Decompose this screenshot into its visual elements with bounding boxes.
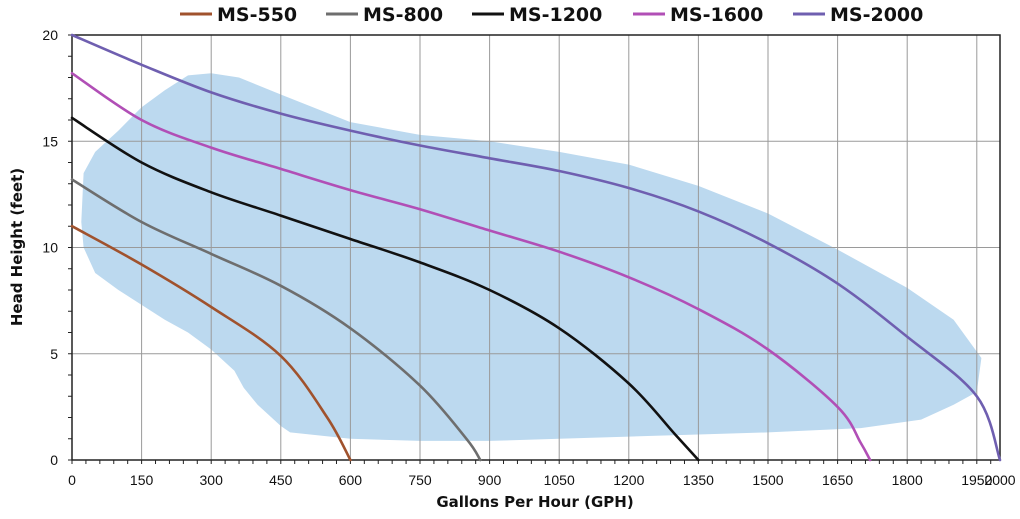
legend-item-ms-2000: MS-2000 <box>793 4 923 26</box>
x-axis-title: Gallons Per Hour (GPH) <box>436 493 633 511</box>
x-tick-label: 900 <box>478 472 502 488</box>
x-tick-label: 1500 <box>752 472 783 488</box>
legend-item-ms-800: MS-800 <box>326 4 443 26</box>
x-tick-label: 1950 <box>961 472 992 488</box>
y-axis-ticks: 0 5 10 15 20 <box>42 27 72 468</box>
legend-label: MS-550 <box>217 4 297 26</box>
x-tick-label: 1800 <box>892 472 923 488</box>
x-tick-label: 0 <box>68 472 76 488</box>
series-line-ms-2000 <box>70 33 1002 462</box>
x-tick-label: 600 <box>339 472 363 488</box>
y-tick-label: 15 <box>42 133 58 149</box>
legend-item-ms-550: MS-550 <box>180 4 297 26</box>
y-tick-label: 10 <box>42 240 58 256</box>
series-line-ms-1600 <box>70 72 872 462</box>
legend-label: MS-1600 <box>670 4 763 26</box>
series-lines <box>70 33 1002 462</box>
shaded-region <box>81 73 982 441</box>
series-line-ms-800 <box>70 178 482 462</box>
legend: MS-550 MS-800 MS-1200 MS-1600 MS-2000 <box>180 4 923 26</box>
y-tick-label: 0 <box>50 452 58 468</box>
x-tick-label: 150 <box>130 472 154 488</box>
x-tick-label: 1650 <box>822 472 853 488</box>
y-axis-title: Head Height (feet) <box>8 168 26 326</box>
series-line-ms-1200 <box>70 116 700 462</box>
x-tick-label: 1050 <box>544 472 575 488</box>
x-tick-label: 2000 <box>984 472 1015 488</box>
legend-label: MS-1200 <box>509 4 602 26</box>
legend-item-ms-1200: MS-1200 <box>472 4 602 26</box>
y-tick-label: 20 <box>42 27 58 43</box>
x-tick-label: 300 <box>200 472 224 488</box>
x-tick-label: 1200 <box>613 472 644 488</box>
x-tick-label: 450 <box>269 472 293 488</box>
x-axis-ticks: 0 150 300 450 600 750 900 1050 1200 1350 1500 1650 1… <box>68 460 1016 488</box>
y-tick-label: 5 <box>50 346 58 362</box>
x-tick-label: 1350 <box>683 472 714 488</box>
legend-item-ms-1600: MS-1600 <box>633 4 763 26</box>
legend-label: MS-800 <box>363 4 443 26</box>
series-line-ms-550 <box>70 224 352 462</box>
x-tick-label: 750 <box>408 472 432 488</box>
legend-label: MS-2000 <box>830 4 923 26</box>
performance-region <box>81 73 982 441</box>
